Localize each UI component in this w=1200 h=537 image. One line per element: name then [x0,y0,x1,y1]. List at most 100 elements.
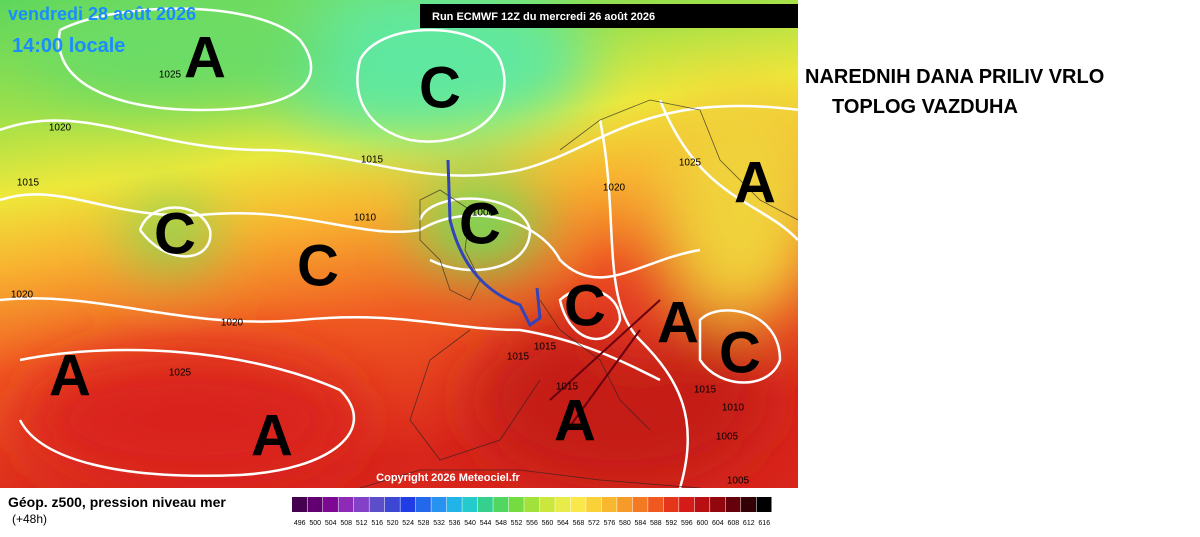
scale-label: 516 [371,520,383,527]
pressure-center: C [719,320,761,385]
isobar-label: 1000 [472,208,495,219]
scale-label: 588 [650,520,662,527]
scale-label: 552 [511,520,523,527]
isobar-label: 1010 [722,403,745,414]
annotation-line: TOPLOG VAZDUHA [832,96,1018,118]
scale-swatch [493,497,509,512]
scale-swatch [292,497,307,512]
scale-label: 560 [542,520,554,527]
isobar-label: 1025 [679,158,702,169]
legend-title: Géop. z500, pression niveau mer [8,494,226,510]
isobar-label: 1015 [694,385,717,396]
pressure-center: A [49,343,91,408]
isobar-label: 1015 [361,155,384,166]
scale-label: 556 [526,520,538,527]
scale-swatch [477,497,493,512]
scale-swatch [307,497,323,512]
isobar-label: 1015 [534,342,557,353]
legend-lead: (+48h) [12,512,47,526]
scale-label: 616 [758,520,770,527]
scale-label: 568 [573,520,585,527]
scale-swatch [663,497,679,512]
scale-swatch [524,497,540,512]
scale-label: 532 [433,520,445,527]
scale-swatch [725,497,741,512]
pressure-center: C [419,55,461,120]
isobar-label: 1025 [169,368,192,379]
scale-label: 584 [635,520,647,527]
scale-swatch [384,497,400,512]
scale-swatch [617,497,633,512]
scale-swatch [322,497,338,512]
scale-label: 604 [712,520,724,527]
isobar-label: 1020 [49,123,72,134]
pressure-center: A [184,25,226,90]
pressure-center: C [564,273,606,338]
scale-swatch [462,497,478,512]
run-info: Run ECMWF 12Z du mercredi 26 août 2026 [432,11,655,23]
scale-swatch [632,497,648,512]
isobar-label: 1005 [727,476,750,487]
scale-label: 580 [619,520,631,527]
scale-label: 536 [449,520,461,527]
pressure-center: A [734,150,776,215]
isobar-label: 1020 [11,290,34,301]
scale-label: 544 [480,520,492,527]
scale-swatch [601,497,617,512]
scale-label: 572 [588,520,600,527]
scale-swatch [539,497,555,512]
annotation-line: NAREDNIH DANA PRILIV VRLO [805,66,1104,88]
scale-label: 520 [387,520,399,527]
forecast-time: 14:00 locale [12,35,125,57]
scale-label: 540 [464,520,476,527]
scale-swatch [400,497,416,512]
scale-swatch [369,497,385,512]
isobar-label: 1015 [556,382,579,393]
isobar-label: 1005 [716,432,739,443]
scale-swatch [710,497,726,512]
scale-label: 600 [696,520,708,527]
scale-label: 504 [325,520,337,527]
scale-swatch [431,497,447,512]
scale-label: 596 [681,520,693,527]
pressure-center: A [554,388,596,453]
scale-label: 608 [727,520,739,527]
isobar-label: 1020 [603,183,626,194]
scale-swatch [446,497,462,512]
isobar-label: 1020 [221,318,244,329]
scale-swatch [570,497,586,512]
scale-swatch [555,497,571,512]
scale-swatch [586,497,602,512]
scale-swatch [648,497,664,512]
scale-label: 528 [418,520,430,527]
pressure-center: C [297,233,339,298]
pressure-center: C [459,191,501,256]
isobar-label: 1015 [17,178,40,189]
forecast-date: vendredi 28 août 2026 [8,4,196,24]
scale-label: 576 [604,520,616,527]
scale-label: 592 [666,520,678,527]
scale-swatch [508,497,524,512]
scale-swatch [694,497,710,512]
scale-swatch [415,497,431,512]
pressure-center: A [251,403,293,468]
scale-label: 564 [557,520,569,527]
scale-label: 500 [309,520,321,527]
scale-label: 496 [294,520,306,527]
isobar-label: 1015 [507,352,530,363]
isobar-label: 1025 [159,70,182,81]
pressure-center: C [154,201,196,266]
isobar-label: 1010 [354,213,377,224]
scale-swatch [756,497,772,512]
copyright: Copyright 2026 Meteociel.fr [376,472,520,484]
scale-swatch [338,497,354,512]
pressure-center: A [657,290,699,355]
scale-swatch [741,497,757,512]
scale-swatch [679,497,695,512]
scale-label: 524 [402,520,414,527]
scale-swatch [353,497,369,512]
scale-label: 548 [495,520,507,527]
scale-label: 512 [356,520,368,527]
